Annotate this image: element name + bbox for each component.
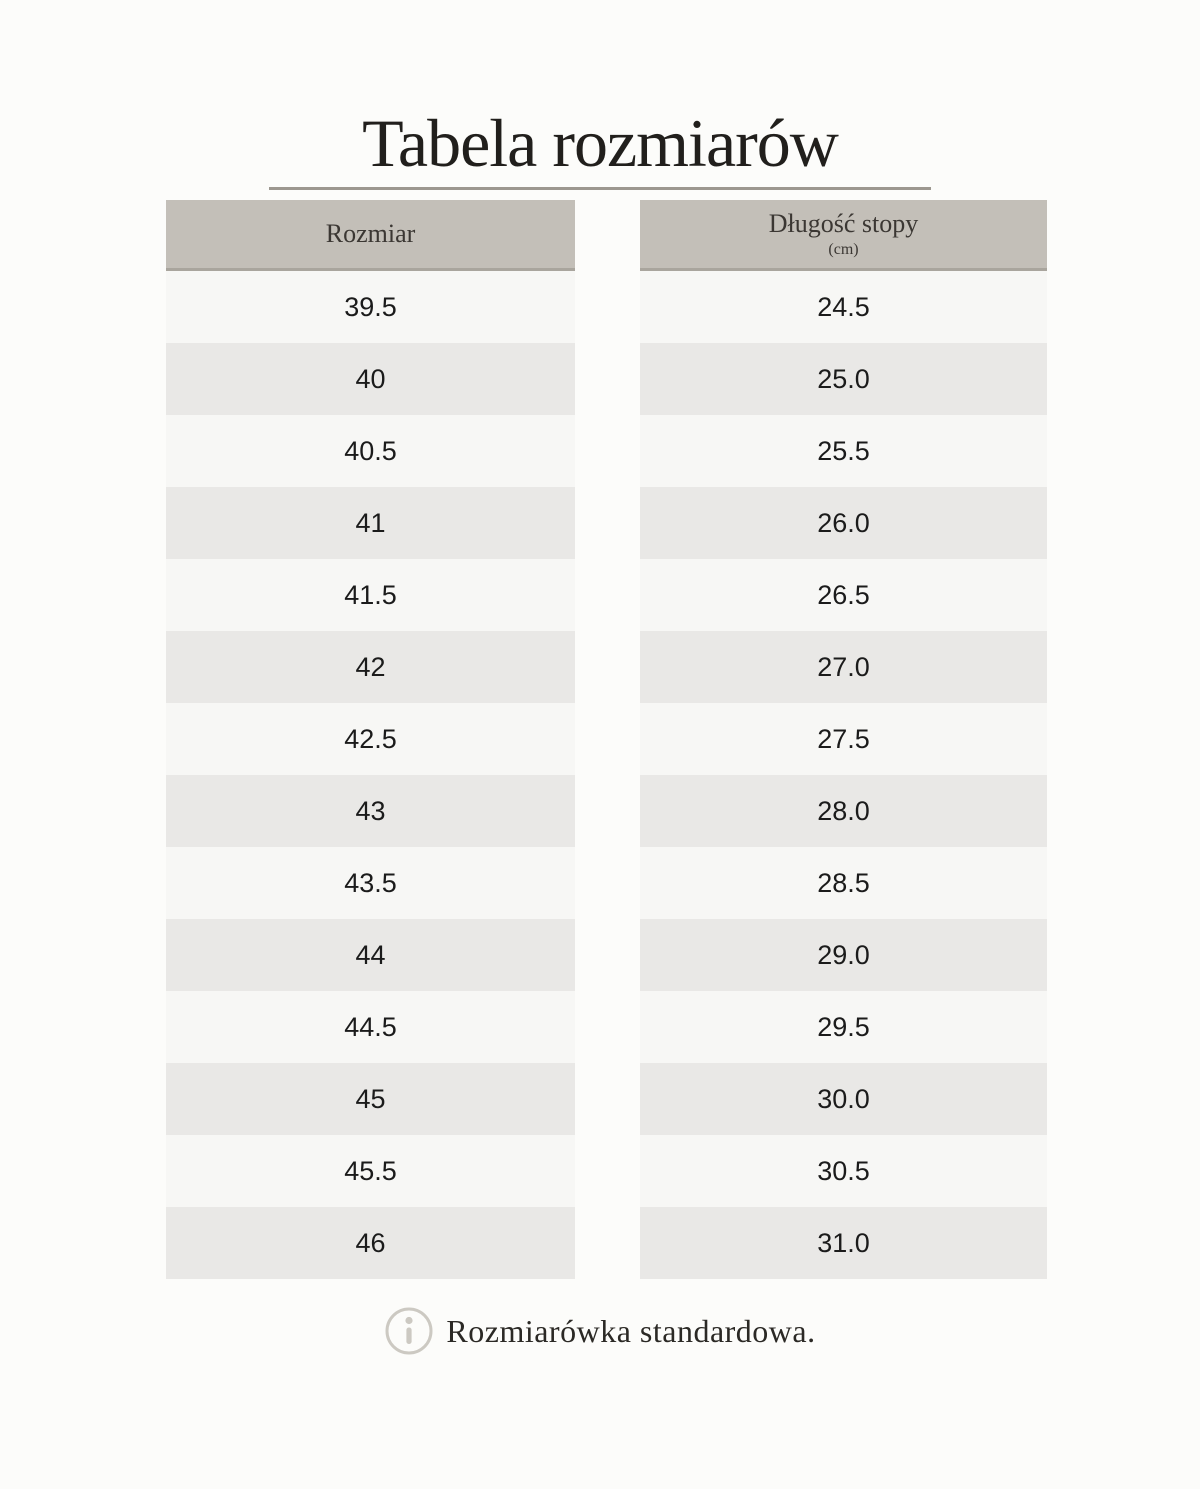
size-cell: 46 xyxy=(166,1207,575,1279)
size-cell: 39.5 xyxy=(166,271,575,343)
size-cell: 44 xyxy=(166,919,575,991)
foot-length-cell: 28.0 xyxy=(640,775,1047,847)
foot-length-cell: 29.5 xyxy=(640,991,1047,1063)
size-chart-table: Rozmiar 39.5 40 40.5 41 41.5 42 42.5 43 43.5 44 44… xyxy=(166,200,1047,1279)
foot-length-column-body: 24.5 25.0 25.5 26.0 26.5 27.0 27.5 28.0 28.5 29.0… xyxy=(640,271,1047,1279)
foot-length-cell: 29.0 xyxy=(640,919,1047,991)
size-cell: 41 xyxy=(166,487,575,559)
foot-length-cell: 30.5 xyxy=(640,1135,1047,1207)
size-cell: 45.5 xyxy=(166,1135,575,1207)
size-column-body: 39.5 40 40.5 41 41.5 42 42.5 43 43.5 44 44.5 45 45.5… xyxy=(166,271,575,1279)
size-cell: 43 xyxy=(166,775,575,847)
foot-length-cell: 24.5 xyxy=(640,271,1047,343)
size-cell: 40.5 xyxy=(166,415,575,487)
size-column-header: Rozmiar xyxy=(166,200,575,271)
size-cell: 42.5 xyxy=(166,703,575,775)
size-cell: 42 xyxy=(166,631,575,703)
foot-length-cell: 30.0 xyxy=(640,1063,1047,1135)
footer-note-row: Rozmiarówka standardowa. xyxy=(0,1306,1200,1356)
size-cell: 44.5 xyxy=(166,991,575,1063)
foot-length-cell: 31.0 xyxy=(640,1207,1047,1279)
foot-length-header-unit: (cm) xyxy=(828,240,859,258)
size-column: Rozmiar 39.5 40 40.5 41 41.5 42 42.5 43 43.5 44 44… xyxy=(166,200,575,1279)
foot-length-cell: 26.5 xyxy=(640,559,1047,631)
foot-length-cell: 27.5 xyxy=(640,703,1047,775)
size-cell: 45 xyxy=(166,1063,575,1135)
foot-length-cell: 25.0 xyxy=(640,343,1047,415)
foot-length-column-header: Długość stopy (cm) xyxy=(640,200,1047,271)
size-header-label: Rozmiar xyxy=(325,218,416,248)
foot-length-cell: 27.0 xyxy=(640,631,1047,703)
info-icon xyxy=(384,1306,434,1356)
page-title: Tabela rozmiarów xyxy=(362,105,839,181)
foot-length-column: Długość stopy (cm) 24.5 25.0 25.5 26.0 26.5 2… xyxy=(640,200,1047,1279)
title-underline-divider xyxy=(269,187,931,190)
size-cell: 40 xyxy=(166,343,575,415)
foot-length-header-label: Długość stopy xyxy=(768,208,919,238)
foot-length-cell: 25.5 xyxy=(640,415,1047,487)
foot-length-cell: 28.5 xyxy=(640,847,1047,919)
foot-length-cell: 26.0 xyxy=(640,487,1047,559)
footer-note-text: Rozmiarówka standardowa. xyxy=(446,1312,816,1349)
size-cell: 41.5 xyxy=(166,559,575,631)
size-cell: 43.5 xyxy=(166,847,575,919)
